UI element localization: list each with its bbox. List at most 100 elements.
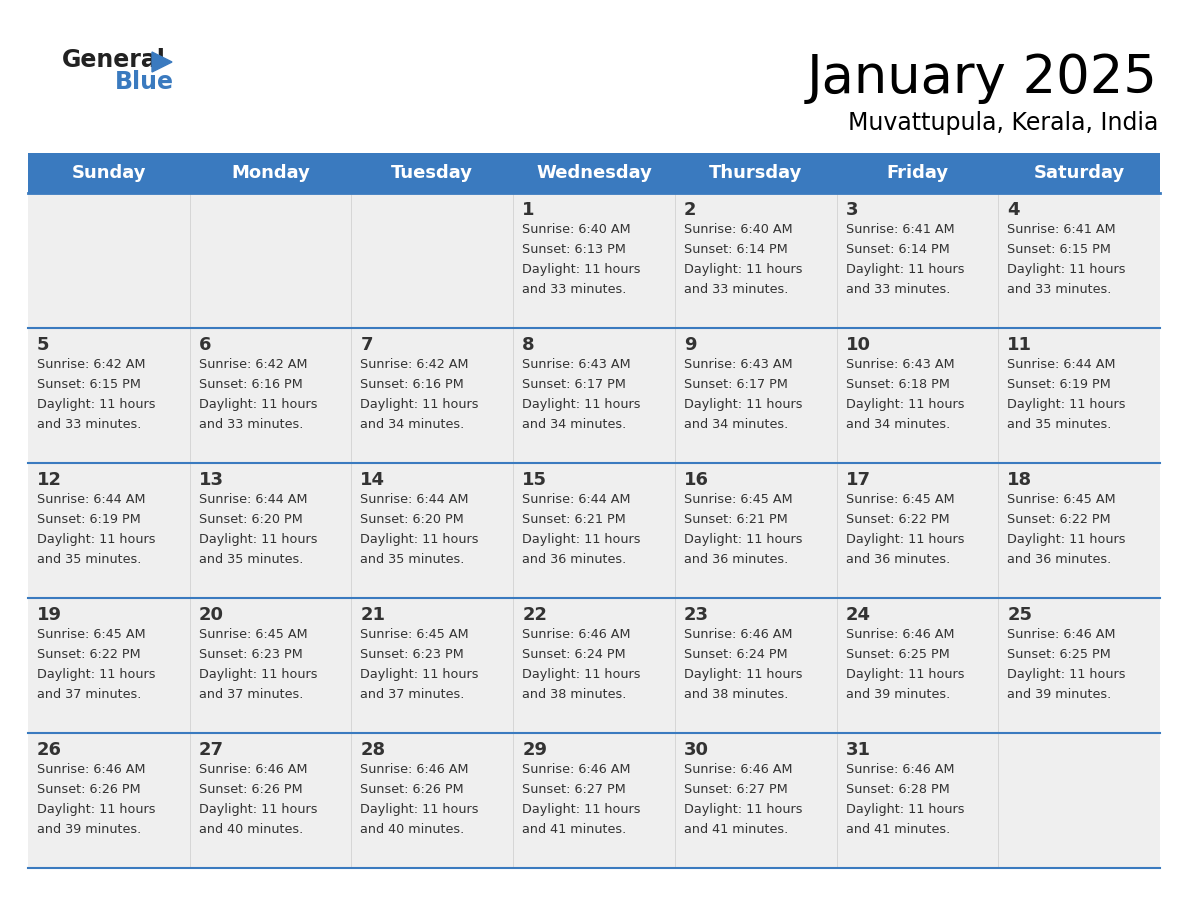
Text: 23: 23 [684,606,709,624]
Text: and 40 minutes.: and 40 minutes. [198,823,303,836]
Text: and 35 minutes.: and 35 minutes. [1007,418,1112,431]
Text: Daylight: 11 hours: Daylight: 11 hours [523,398,640,411]
Text: 2: 2 [684,201,696,219]
Text: and 34 minutes.: and 34 minutes. [360,418,465,431]
Text: Sunset: 6:20 PM: Sunset: 6:20 PM [360,513,465,526]
Text: Sunrise: 6:46 AM: Sunrise: 6:46 AM [523,628,631,641]
Text: and 33 minutes.: and 33 minutes. [198,418,303,431]
Text: Sunset: 6:26 PM: Sunset: 6:26 PM [37,783,140,796]
Text: Daylight: 11 hours: Daylight: 11 hours [360,398,479,411]
Text: Daylight: 11 hours: Daylight: 11 hours [846,398,965,411]
Text: January 2025: January 2025 [807,52,1158,104]
Text: Sunrise: 6:46 AM: Sunrise: 6:46 AM [846,763,954,776]
Text: and 37 minutes.: and 37 minutes. [360,688,465,701]
Text: Muvattupula, Kerala, India: Muvattupula, Kerala, India [847,111,1158,135]
Text: Sunrise: 6:45 AM: Sunrise: 6:45 AM [846,493,954,506]
Text: Sunrise: 6:46 AM: Sunrise: 6:46 AM [1007,628,1116,641]
Text: Sunset: 6:22 PM: Sunset: 6:22 PM [846,513,949,526]
Text: 4: 4 [1007,201,1019,219]
Text: 10: 10 [846,336,871,354]
Text: Daylight: 11 hours: Daylight: 11 hours [198,533,317,546]
Text: Sunrise: 6:42 AM: Sunrise: 6:42 AM [360,358,469,371]
Text: and 36 minutes.: and 36 minutes. [1007,553,1112,566]
Text: and 33 minutes.: and 33 minutes. [1007,283,1112,296]
Text: 21: 21 [360,606,385,624]
Text: Sunrise: 6:41 AM: Sunrise: 6:41 AM [846,223,954,236]
Text: Daylight: 11 hours: Daylight: 11 hours [684,263,802,276]
Text: Wednesday: Wednesday [536,164,652,182]
Text: Sunrise: 6:44 AM: Sunrise: 6:44 AM [198,493,308,506]
Text: Sunset: 6:16 PM: Sunset: 6:16 PM [198,378,303,391]
Text: 8: 8 [523,336,535,354]
Text: Sunrise: 6:44 AM: Sunrise: 6:44 AM [1007,358,1116,371]
Text: Daylight: 11 hours: Daylight: 11 hours [360,668,479,681]
Text: Daylight: 11 hours: Daylight: 11 hours [846,803,965,816]
Text: Sunset: 6:15 PM: Sunset: 6:15 PM [1007,243,1111,256]
Text: Sunrise: 6:46 AM: Sunrise: 6:46 AM [523,763,631,776]
Text: and 35 minutes.: and 35 minutes. [198,553,303,566]
Text: and 40 minutes.: and 40 minutes. [360,823,465,836]
Text: 9: 9 [684,336,696,354]
Text: Sunrise: 6:40 AM: Sunrise: 6:40 AM [684,223,792,236]
Text: 13: 13 [198,471,223,489]
Text: Sunrise: 6:43 AM: Sunrise: 6:43 AM [846,358,954,371]
Text: Saturday: Saturday [1034,164,1125,182]
Text: Sunrise: 6:45 AM: Sunrise: 6:45 AM [37,628,146,641]
Text: and 36 minutes.: and 36 minutes. [846,553,950,566]
Text: and 33 minutes.: and 33 minutes. [523,283,626,296]
Text: Sunrise: 6:45 AM: Sunrise: 6:45 AM [684,493,792,506]
Text: Tuesday: Tuesday [391,164,473,182]
Text: 25: 25 [1007,606,1032,624]
Text: 6: 6 [198,336,211,354]
Text: Daylight: 11 hours: Daylight: 11 hours [360,533,479,546]
Text: Daylight: 11 hours: Daylight: 11 hours [360,803,479,816]
Text: Sunday: Sunday [71,164,146,182]
Text: Sunrise: 6:46 AM: Sunrise: 6:46 AM [846,628,954,641]
Bar [29,153,1159,193]
Text: Daylight: 11 hours: Daylight: 11 hours [198,668,317,681]
Text: and 34 minutes.: and 34 minutes. [523,418,626,431]
Text: Sunrise: 6:45 AM: Sunrise: 6:45 AM [360,628,469,641]
Text: General: General [62,48,166,72]
Text: 14: 14 [360,471,385,489]
Text: Blue: Blue [115,70,173,94]
Text: and 38 minutes.: and 38 minutes. [523,688,626,701]
Text: Daylight: 11 hours: Daylight: 11 hours [1007,398,1126,411]
Text: Sunrise: 6:42 AM: Sunrise: 6:42 AM [37,358,145,371]
Text: Sunset: 6:16 PM: Sunset: 6:16 PM [360,378,465,391]
Text: 7: 7 [360,336,373,354]
Text: Daylight: 11 hours: Daylight: 11 hours [1007,668,1126,681]
Text: Sunset: 6:28 PM: Sunset: 6:28 PM [846,783,949,796]
Text: Sunset: 6:25 PM: Sunset: 6:25 PM [846,648,949,661]
Text: 12: 12 [37,471,62,489]
Text: and 34 minutes.: and 34 minutes. [684,418,788,431]
Text: and 33 minutes.: and 33 minutes. [37,418,141,431]
Text: Sunset: 6:23 PM: Sunset: 6:23 PM [360,648,465,661]
Text: Daylight: 11 hours: Daylight: 11 hours [846,668,965,681]
Text: Daylight: 11 hours: Daylight: 11 hours [846,533,965,546]
Text: Sunset: 6:23 PM: Sunset: 6:23 PM [198,648,303,661]
Text: 15: 15 [523,471,548,489]
Text: Daylight: 11 hours: Daylight: 11 hours [523,668,640,681]
Text: 16: 16 [684,471,709,489]
Text: Sunset: 6:21 PM: Sunset: 6:21 PM [523,513,626,526]
Text: and 33 minutes.: and 33 minutes. [846,283,950,296]
Text: Daylight: 11 hours: Daylight: 11 hours [684,803,802,816]
Text: Sunrise: 6:45 AM: Sunrise: 6:45 AM [1007,493,1116,506]
Text: 29: 29 [523,741,548,759]
Text: Daylight: 11 hours: Daylight: 11 hours [523,263,640,276]
Text: Sunset: 6:27 PM: Sunset: 6:27 PM [523,783,626,796]
Text: Sunset: 6:26 PM: Sunset: 6:26 PM [198,783,302,796]
Text: Sunset: 6:20 PM: Sunset: 6:20 PM [198,513,303,526]
Text: Daylight: 11 hours: Daylight: 11 hours [523,533,640,546]
Text: 3: 3 [846,201,858,219]
Text: Daylight: 11 hours: Daylight: 11 hours [37,803,156,816]
Text: Sunrise: 6:43 AM: Sunrise: 6:43 AM [684,358,792,371]
Text: Sunrise: 6:41 AM: Sunrise: 6:41 AM [1007,223,1116,236]
Text: and 38 minutes.: and 38 minutes. [684,688,788,701]
Text: and 33 minutes.: and 33 minutes. [684,283,788,296]
Text: Sunset: 6:19 PM: Sunset: 6:19 PM [1007,378,1111,391]
Text: Sunset: 6:27 PM: Sunset: 6:27 PM [684,783,788,796]
Text: Friday: Friday [886,164,948,182]
Text: Sunset: 6:22 PM: Sunset: 6:22 PM [37,648,140,661]
